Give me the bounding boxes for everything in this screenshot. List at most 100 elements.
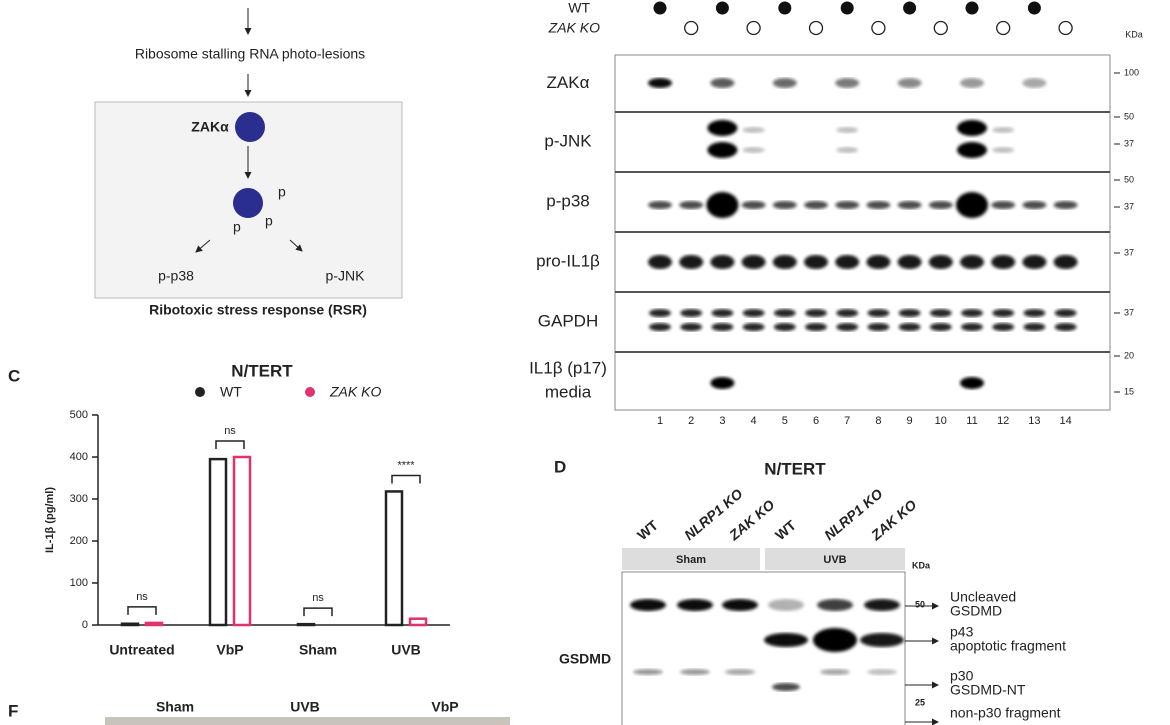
band [867,309,890,317]
band [1023,323,1046,331]
band [898,323,921,331]
band [679,255,704,269]
band [772,78,797,88]
annotation-label: Uncleaved [950,589,1016,605]
band [991,201,1016,209]
band [992,309,1015,317]
band [835,255,860,269]
band [711,323,734,331]
band [956,192,988,218]
marker-label: 25 [915,697,925,707]
band [820,669,850,675]
marker-label: 50 [1124,174,1134,184]
pathway-trigger: Ribosome stalling RNA photo-lesions [135,46,365,62]
band [722,599,758,611]
genotype-label: WT [568,0,590,16]
lane-number: 3 [719,415,725,427]
significance-bracket [127,606,157,615]
band [929,309,952,317]
ko-marker [808,20,824,36]
band [742,309,765,317]
marker-label: 37 [1124,201,1134,211]
y-tick-label: 100 [70,577,88,589]
group-header [622,548,760,570]
y-tick-label: 200 [70,535,88,547]
band [706,192,739,218]
band [957,120,987,136]
band [960,255,984,269]
band [707,142,738,158]
bar [384,490,404,627]
phospho-label: p [278,184,286,200]
band [805,323,827,331]
band [772,201,797,209]
band [677,599,713,611]
band [864,599,900,611]
significance-bracket [303,607,333,617]
wt-marker [965,1,979,15]
band [813,628,857,652]
band [741,201,766,209]
band [836,147,859,153]
lane-number: 8 [875,415,881,427]
band [1023,309,1046,317]
output-label: p-JNK [326,268,366,284]
lane-number: 11 [966,415,977,427]
row-label: IL1β (p17) [529,358,607,377]
band [742,127,765,133]
significance-label: ns [312,592,324,604]
band [961,323,983,331]
legend-label: ZAK KO [329,384,381,400]
marker-label: 50 [1124,111,1134,121]
bar [408,617,428,627]
band [897,255,922,269]
wt-marker [1027,1,1041,15]
x-tick-label: VbP [216,642,243,658]
band [680,669,710,675]
genotype-label: ZAK KO [548,20,600,36]
wt-marker [903,1,917,15]
band [1054,323,1077,331]
band [649,323,671,331]
band [710,377,735,389]
band [773,309,796,317]
band [992,323,1015,331]
row-label: p-p38 [546,191,589,210]
lane-number: 12 [997,415,1009,427]
column-label: WT [634,517,661,544]
band [768,599,804,611]
panel-label: C [8,366,20,385]
band [710,255,735,269]
annotation-label: apoptotic fragment [950,638,1066,654]
marker-label: 37 [1124,307,1134,317]
band [961,309,983,317]
lane-number: 2 [688,415,694,427]
band [772,255,797,269]
band [630,599,666,611]
marker-label: 50 [915,599,925,609]
row-label: ZAKα [547,73,590,92]
lane-number: 10 [935,415,947,427]
image-strip [105,717,510,725]
y-tick-label: 0 [82,619,88,631]
ko-marker [684,20,699,36]
y-axis-title: IL-1β (pg/ml) [44,487,56,553]
column-label: VbP [431,699,458,715]
row-label: p-JNK [544,131,592,150]
band [1022,255,1047,269]
bar [232,455,252,627]
band [928,255,953,269]
band [648,201,672,209]
band [866,201,891,209]
band [1053,201,1078,209]
output-label: p-p38 [158,268,194,284]
band [804,201,828,209]
bar-chart: 0 100 200 300 400 500 Untreated ns VbP ns Sham ns UV… [70,384,450,658]
group-header [765,548,905,570]
panel-title: N/TERT [764,459,826,478]
band [992,147,1015,153]
band [960,78,984,88]
marker-label: 100 [1124,67,1139,77]
